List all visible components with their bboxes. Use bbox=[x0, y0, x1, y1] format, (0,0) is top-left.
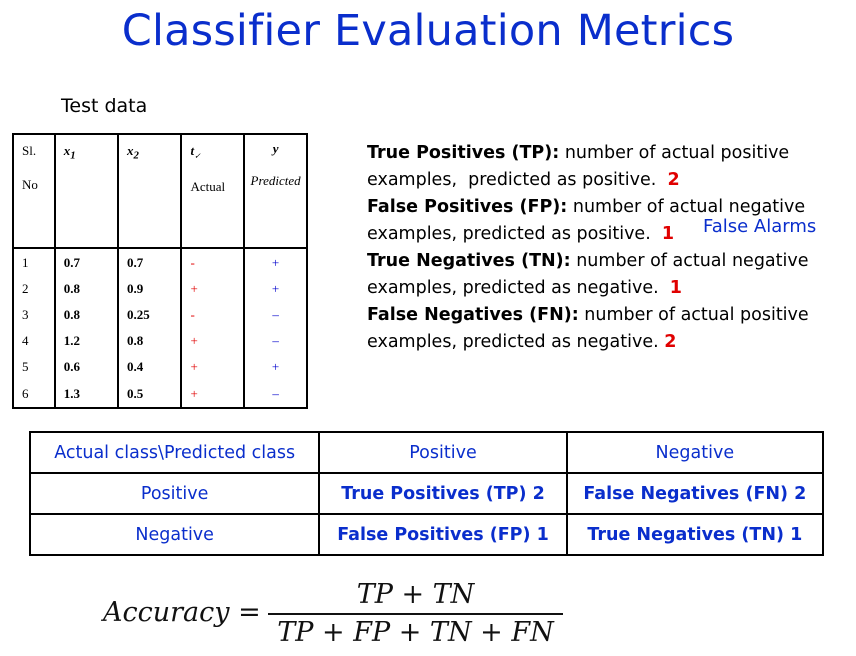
page-title: Classifier Evaluation Metrics bbox=[121, 6, 735, 56]
formula-denominator: TP + FP + TN + FN bbox=[277, 617, 554, 648]
row-actual: + bbox=[180, 354, 246, 381]
definition-term: False Positives (FP): bbox=[367, 197, 568, 217]
definition-count: 1 bbox=[661, 224, 675, 244]
row-x1: 1.3 bbox=[53, 380, 120, 408]
row-x1: 0.6 bbox=[53, 354, 120, 381]
row-x1: 1.2 bbox=[53, 328, 120, 355]
test-table-header-row: Sl. No x1 x2 t✓ Actual y Predicted bbox=[12, 134, 308, 250]
row-predicted: + bbox=[243, 248, 308, 276]
definition-item: False Positives (FP): number of actual n… bbox=[367, 194, 837, 248]
definition-term: True Positives (TP): bbox=[367, 143, 560, 163]
confusion-cell-tn: True Negatives (TN) 1 bbox=[565, 513, 825, 556]
definition-text: number of actual positive bbox=[559, 143, 790, 163]
false-alarms-note: False Alarms bbox=[703, 216, 817, 237]
header-x1: x1 bbox=[53, 134, 120, 250]
row-predicted: + bbox=[243, 354, 308, 381]
definition-count: 2 bbox=[667, 170, 680, 190]
row-actual: - bbox=[180, 248, 246, 276]
test-table-row: 4 1.2 0.8 + – bbox=[12, 328, 308, 355]
row-predicted: – bbox=[243, 328, 308, 355]
formula-lhs: Accuracy = bbox=[103, 597, 261, 628]
test-table-row: 1 0.7 0.7- + bbox=[12, 248, 308, 276]
row-x2: 0.25 bbox=[117, 301, 183, 329]
fraction-bar bbox=[268, 613, 563, 615]
formula-numerator: TP + TN bbox=[356, 579, 475, 610]
row-x2: 0.9 bbox=[117, 275, 183, 302]
definition-text: number of actual negative bbox=[567, 197, 806, 217]
row-x2: 0.8 bbox=[117, 328, 183, 355]
test-data-label: Test data bbox=[61, 95, 148, 117]
confusion-row-positive: Positive True Positives (TP) 2 False Neg… bbox=[28, 472, 825, 515]
row-actual: + bbox=[180, 380, 246, 408]
confusion-cell-tp: True Positives (TP) 2 bbox=[318, 472, 568, 515]
confusion-header-row: Actual class\Predicted class Positive Ne… bbox=[28, 431, 825, 474]
row-x1: 0.8 bbox=[53, 275, 120, 302]
confusion-col-positive: Positive bbox=[318, 431, 568, 474]
header-y: y Predicted bbox=[243, 134, 308, 250]
definition-text: number of actual positive bbox=[578, 305, 809, 325]
header-t: t✓ Actual bbox=[180, 134, 246, 250]
confusion-cell-fp: False Positives (FP) 1 bbox=[318, 513, 568, 556]
row-sl: 2 bbox=[12, 275, 56, 302]
definition-item: True Positives (TP): number of actual po… bbox=[367, 140, 837, 194]
confusion-matrix: Actual class\Predicted class Positive Ne… bbox=[28, 431, 825, 556]
row-sl: 1 bbox=[12, 248, 56, 276]
row-actual: - bbox=[180, 301, 246, 329]
metric-definitions: True Positives (TP): number of actual po… bbox=[367, 140, 837, 356]
definition-text: examples, predicted as negative. bbox=[367, 278, 670, 298]
test-data-table: Sl. No x1 x2 t✓ Actual y Predicted 1 0.7 0… bbox=[12, 133, 308, 409]
row-predicted: – bbox=[243, 380, 308, 408]
row-x2: 0.5 bbox=[117, 380, 183, 408]
definition-count: 2 bbox=[664, 332, 677, 352]
row-actual: + bbox=[180, 328, 246, 355]
definition-term: True Negatives (TN): bbox=[367, 251, 571, 271]
confusion-cell-fn: False Negatives (FN) 2 bbox=[565, 472, 825, 515]
row-sl: 3 bbox=[12, 301, 56, 329]
header-sl: Sl. No bbox=[12, 134, 56, 250]
row-predicted: + bbox=[243, 275, 308, 302]
row-sl: 6 bbox=[12, 380, 56, 408]
confusion-row-label: Negative bbox=[28, 513, 321, 556]
row-x1: 0.7 bbox=[53, 248, 120, 276]
definition-text: number of actual negative bbox=[570, 251, 809, 271]
definition-item: False Negatives (FN): number of actual p… bbox=[367, 302, 837, 356]
confusion-col-negative: Negative bbox=[565, 431, 825, 474]
formula-fraction: TP + TN TP + FP + TN + FN bbox=[268, 579, 563, 648]
confusion-corner: Actual class\Predicted class bbox=[28, 431, 321, 474]
row-sl: 5 bbox=[12, 354, 56, 381]
row-sl: 4 bbox=[12, 328, 56, 355]
row-predicted: – bbox=[243, 301, 308, 329]
test-table-row: 6 1.3 0.5 + – bbox=[12, 380, 308, 408]
row-x1: 0.8 bbox=[53, 301, 120, 329]
definition-item: True Negatives (TN): number of actual ne… bbox=[367, 248, 837, 302]
definition-text: examples, predicted as negative. bbox=[367, 332, 665, 352]
test-table-row: 2 0.8 0.9 + + bbox=[12, 275, 308, 302]
row-actual: + bbox=[180, 275, 246, 302]
confusion-row-label: Positive bbox=[28, 472, 321, 515]
row-x2: 0.7 bbox=[117, 248, 183, 276]
confusion-row-negative: Negative False Positives (FP) 1 True Neg… bbox=[28, 513, 825, 556]
definition-count: 1 bbox=[669, 278, 682, 298]
definition-term: False Negatives (FN): bbox=[367, 305, 579, 325]
header-x2: x2 bbox=[117, 134, 183, 250]
test-table-row: 5 0.6 0.4 + + bbox=[12, 354, 308, 381]
test-table-row: 3 0.8 0.25- – bbox=[12, 301, 308, 329]
row-x2: 0.4 bbox=[117, 354, 183, 381]
definition-text: examples, predicted as positive. bbox=[367, 170, 668, 190]
definition-text: examples, predicted as positive. bbox=[367, 224, 662, 244]
